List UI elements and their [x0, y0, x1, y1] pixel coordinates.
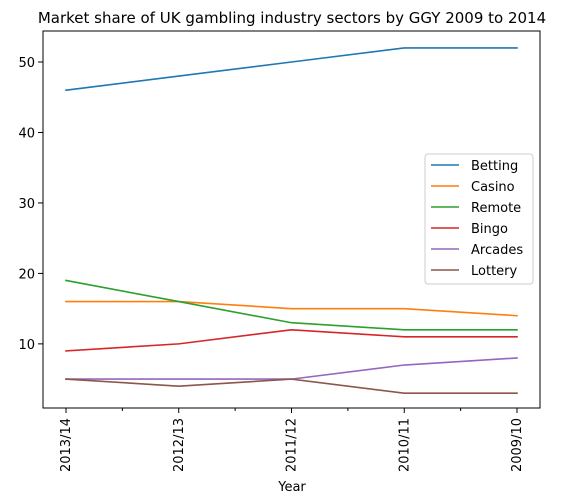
series-line-remote: [65, 279, 518, 331]
legend-item: Lottery: [471, 264, 518, 279]
legend-item: Betting: [471, 159, 518, 174]
series-line-arcades: [65, 357, 518, 380]
x-tick-label: 2012/13: [172, 418, 187, 472]
x-axis-label: Year: [277, 480, 306, 495]
y-tick-label: 10: [18, 338, 35, 353]
legend-item: Casino: [471, 180, 515, 195]
x-axis: 2013/14 2012/13 2011/12 2010/11 2009/10: [59, 408, 525, 472]
series-line-bingo: [65, 328, 518, 352]
series-line-lottery: [65, 378, 518, 395]
y-tick-label: 20: [18, 267, 35, 282]
legend-item: Bingo: [471, 222, 508, 237]
x-tick-label: 2009/10: [510, 418, 525, 472]
y-tick-label: 30: [18, 197, 35, 212]
y-tick-label: 50: [18, 56, 35, 71]
series-line-betting: [65, 47, 518, 92]
series-lines: [65, 47, 518, 395]
x-tick-label: 2013/14: [59, 418, 74, 472]
chart-title: Market share of UK gambling industry sec…: [38, 9, 546, 27]
y-axis: 10 20 30 40 50: [18, 56, 43, 353]
x-tick-label: 2010/11: [397, 418, 412, 472]
legend-item: Remote: [471, 201, 521, 216]
series-line-casino: [65, 300, 518, 317]
y-tick-label: 40: [18, 126, 35, 141]
legend-item: Arcades: [471, 243, 523, 258]
x-tick-label: 2011/12: [285, 418, 300, 472]
legend: Betting Casino Remote Bingo Arcades Lottery: [424, 153, 534, 285]
